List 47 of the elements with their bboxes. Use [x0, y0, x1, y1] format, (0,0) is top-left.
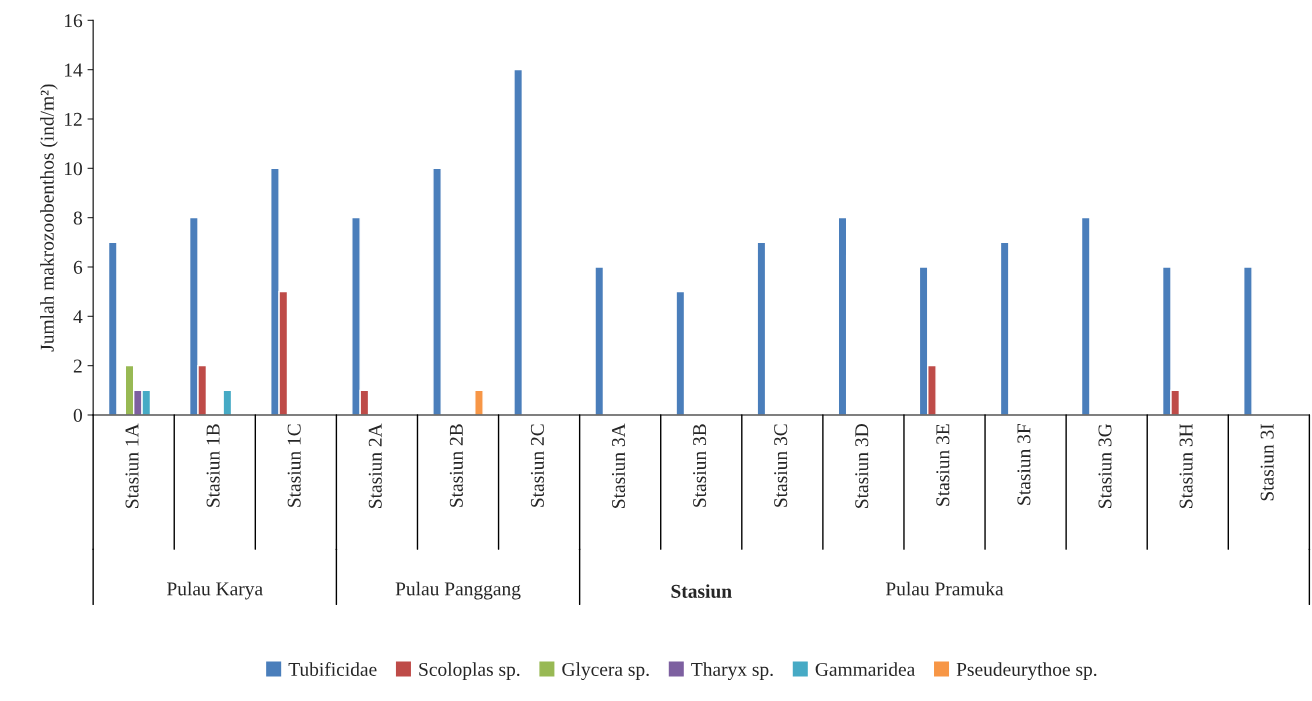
- text: Pulau Karya: [167, 581, 263, 600]
- x-tick-label: Stasiun 1B: [206, 424, 220, 507]
- bar: [1243, 266, 1253, 415]
- bar: [107, 241, 118, 415]
- bar: [432, 167, 442, 415]
- bar: [513, 68, 524, 415]
- y-tick-label: 2: [73, 359, 82, 373]
- x-tick-label: Stasiun 1A: [125, 423, 139, 508]
- legend-label: Tharyx sp.: [691, 662, 773, 680]
- x-tick-label: Stasiun 3B: [693, 424, 707, 507]
- x-tick-label: Stasiun 3F: [1017, 424, 1031, 505]
- x-tick-label: Stasiun 3A: [611, 423, 626, 508]
- y-axis-title: Jumlah makrozoobenthos (ind/m²): [40, 84, 58, 352]
- x-tick-label: Stasiun 2A: [368, 423, 382, 508]
- y-tick-label: 8: [73, 211, 82, 225]
- x-tick-label: Stasiun 3D: [855, 424, 869, 508]
- x-tick-label: Stasiun 2C: [530, 424, 544, 507]
- x-tick-label: Stasiun 3I: [1260, 424, 1274, 501]
- bar: [999, 241, 1010, 415]
- legend-label: Gammaridea: [815, 662, 916, 676]
- bar: [222, 389, 233, 415]
- x-tick-label: Stasiun 3G: [1098, 423, 1112, 508]
- x-tick-label: Stasiun 3C: [774, 424, 788, 507]
- x-axis-title: Stasiun: [671, 584, 732, 598]
- y-tick-label: 16: [65, 14, 83, 28]
- legend-label: Glycera sp.: [562, 662, 649, 680]
- x-tick-label: Stasiun 3H: [1179, 423, 1193, 508]
- x-tick-label: Stasiun 1C: [287, 424, 301, 507]
- y-tick-label: 14: [65, 63, 83, 77]
- bar: [756, 241, 767, 415]
- x-tick-label: Stasiun 3E: [936, 424, 950, 506]
- bar: [474, 389, 484, 415]
- text: Pulau Panggang: [395, 581, 521, 600]
- x-tick-label: Stasiun 2B: [449, 424, 463, 507]
- y-tick-label: 10: [65, 162, 82, 176]
- legend-label: Tubificidae: [288, 662, 377, 676]
- bar: [837, 216, 848, 415]
- bar: [675, 290, 686, 415]
- bar: [594, 266, 605, 415]
- y-tick-label: 0: [73, 408, 82, 422]
- y-tick-label: 12: [65, 112, 82, 126]
- legend-label: Scoloplas sp.: [419, 662, 520, 680]
- legend-label: Pseudeurythoe sp.: [956, 662, 1097, 680]
- text: Pulau Pramuka: [885, 581, 1004, 596]
- y-tick-label: 6: [73, 260, 83, 274]
- bar: [1080, 216, 1091, 415]
- y-tick-label: 4: [73, 310, 83, 324]
